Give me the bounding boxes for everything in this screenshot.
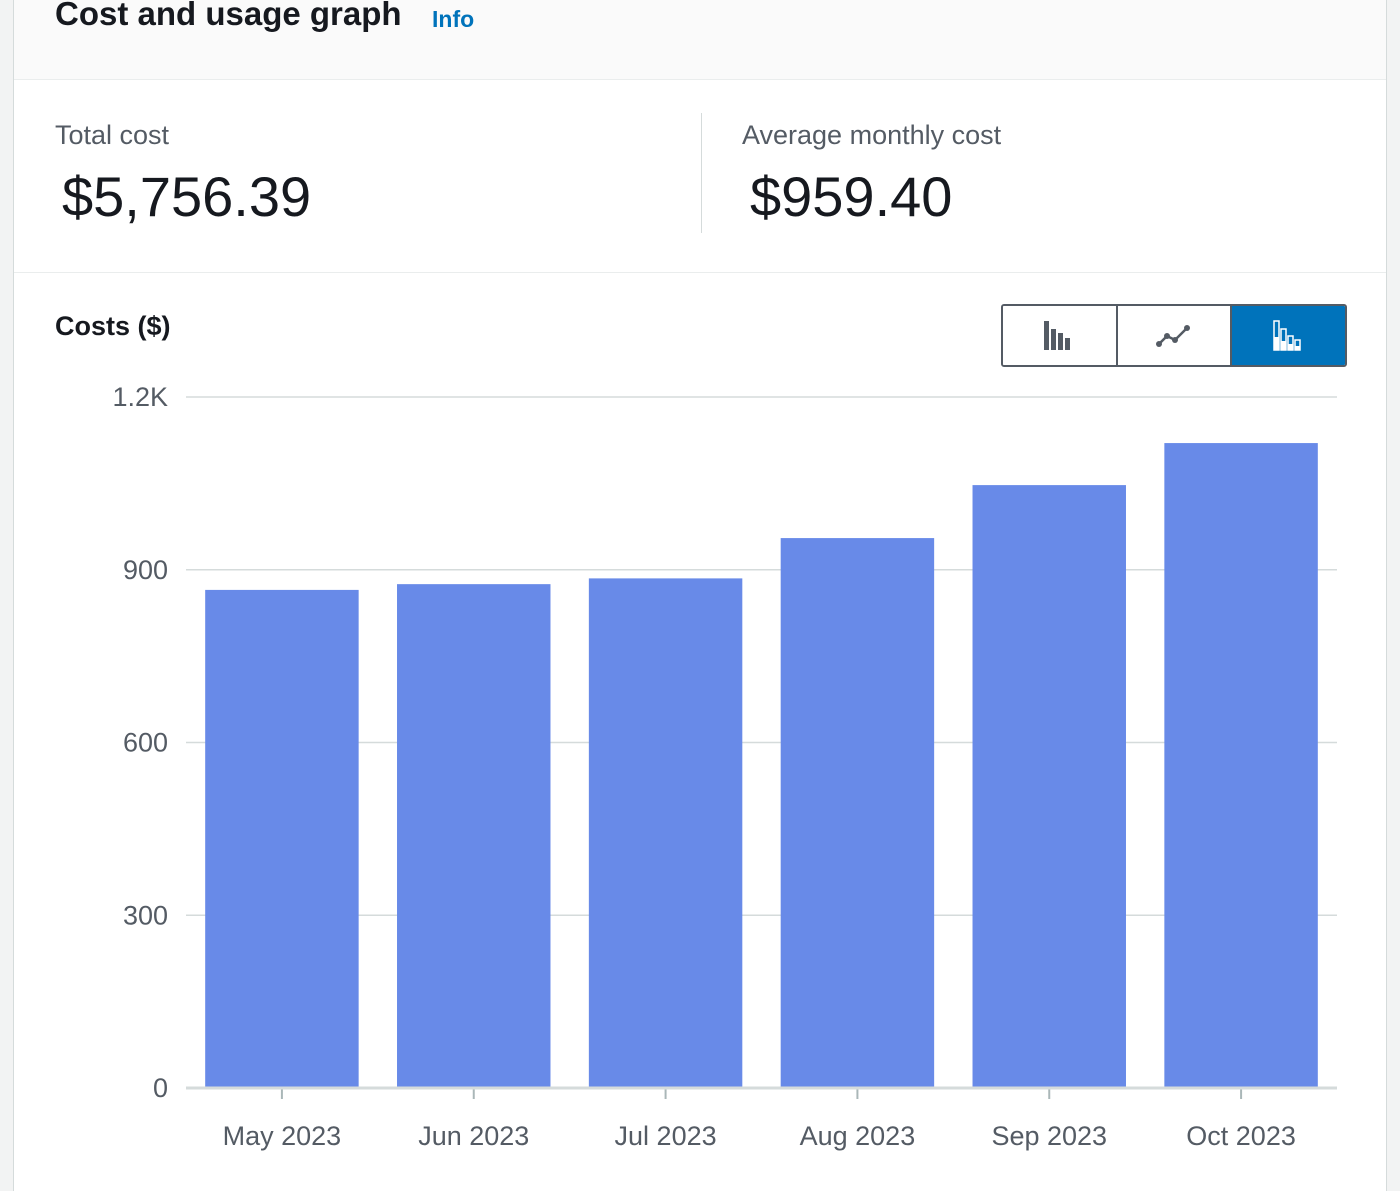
line-chart-icon [1156,324,1190,347]
bar-jun-2023[interactable] [397,584,551,1088]
bar-sep-2023[interactable] [972,485,1126,1088]
x-tick-label: Aug 2023 [800,1121,916,1151]
x-tick-label: Sep 2023 [991,1121,1107,1151]
y-tick-label: 600 [123,728,168,758]
stacked-bar-chart-icon [1272,319,1301,351]
cost-usage-panel: Cost and usage graph Info Total cost $5,… [13,0,1387,1191]
x-tick-label: Jul 2023 [615,1121,717,1151]
bar-chart-icon [1044,320,1071,350]
chart-type-toggle [1001,304,1347,367]
total-cost-label: Total cost [55,120,170,150]
bar-chart-button[interactable] [1003,306,1116,365]
x-tick-label: May 2023 [223,1121,342,1151]
panel-title: Cost and usage graph [55,0,402,32]
bar-may-2023[interactable] [205,589,359,1088]
cost-bar-chart: 0 300 600 900 1.2K May 2023 Jun 2023 Jul 2023 Au… [112,382,1337,1151]
panel-header: Cost and usage graph Info [14,0,1386,80]
average-cost-label: Average monthly cost [742,120,1002,150]
stacked-bar-chart-button[interactable] [1230,306,1345,365]
y-tick-label: 300 [123,900,168,930]
x-tick-label: Jun 2023 [418,1121,529,1151]
y-tick-label: 900 [123,555,168,585]
x-tick-label: Oct 2023 [1186,1121,1296,1151]
line-chart-button[interactable] [1115,306,1231,365]
total-cost-value: $5,756.39 [62,165,312,228]
y-tick-label: 0 [153,1073,168,1103]
info-link[interactable]: Info [432,6,475,32]
cost-summary: Total cost $5,756.39 Average monthly cos… [14,81,1386,273]
bar-aug-2023[interactable] [780,538,935,1088]
y-tick-label: 1.2K [112,382,168,412]
average-cost-value: $959.40 [750,165,953,228]
chart-y-axis-title: Costs ($) [55,311,171,341]
bar-jul-2023[interactable] [588,578,743,1088]
summary-divider [701,113,702,233]
bar-oct-2023[interactable] [1164,443,1318,1089]
